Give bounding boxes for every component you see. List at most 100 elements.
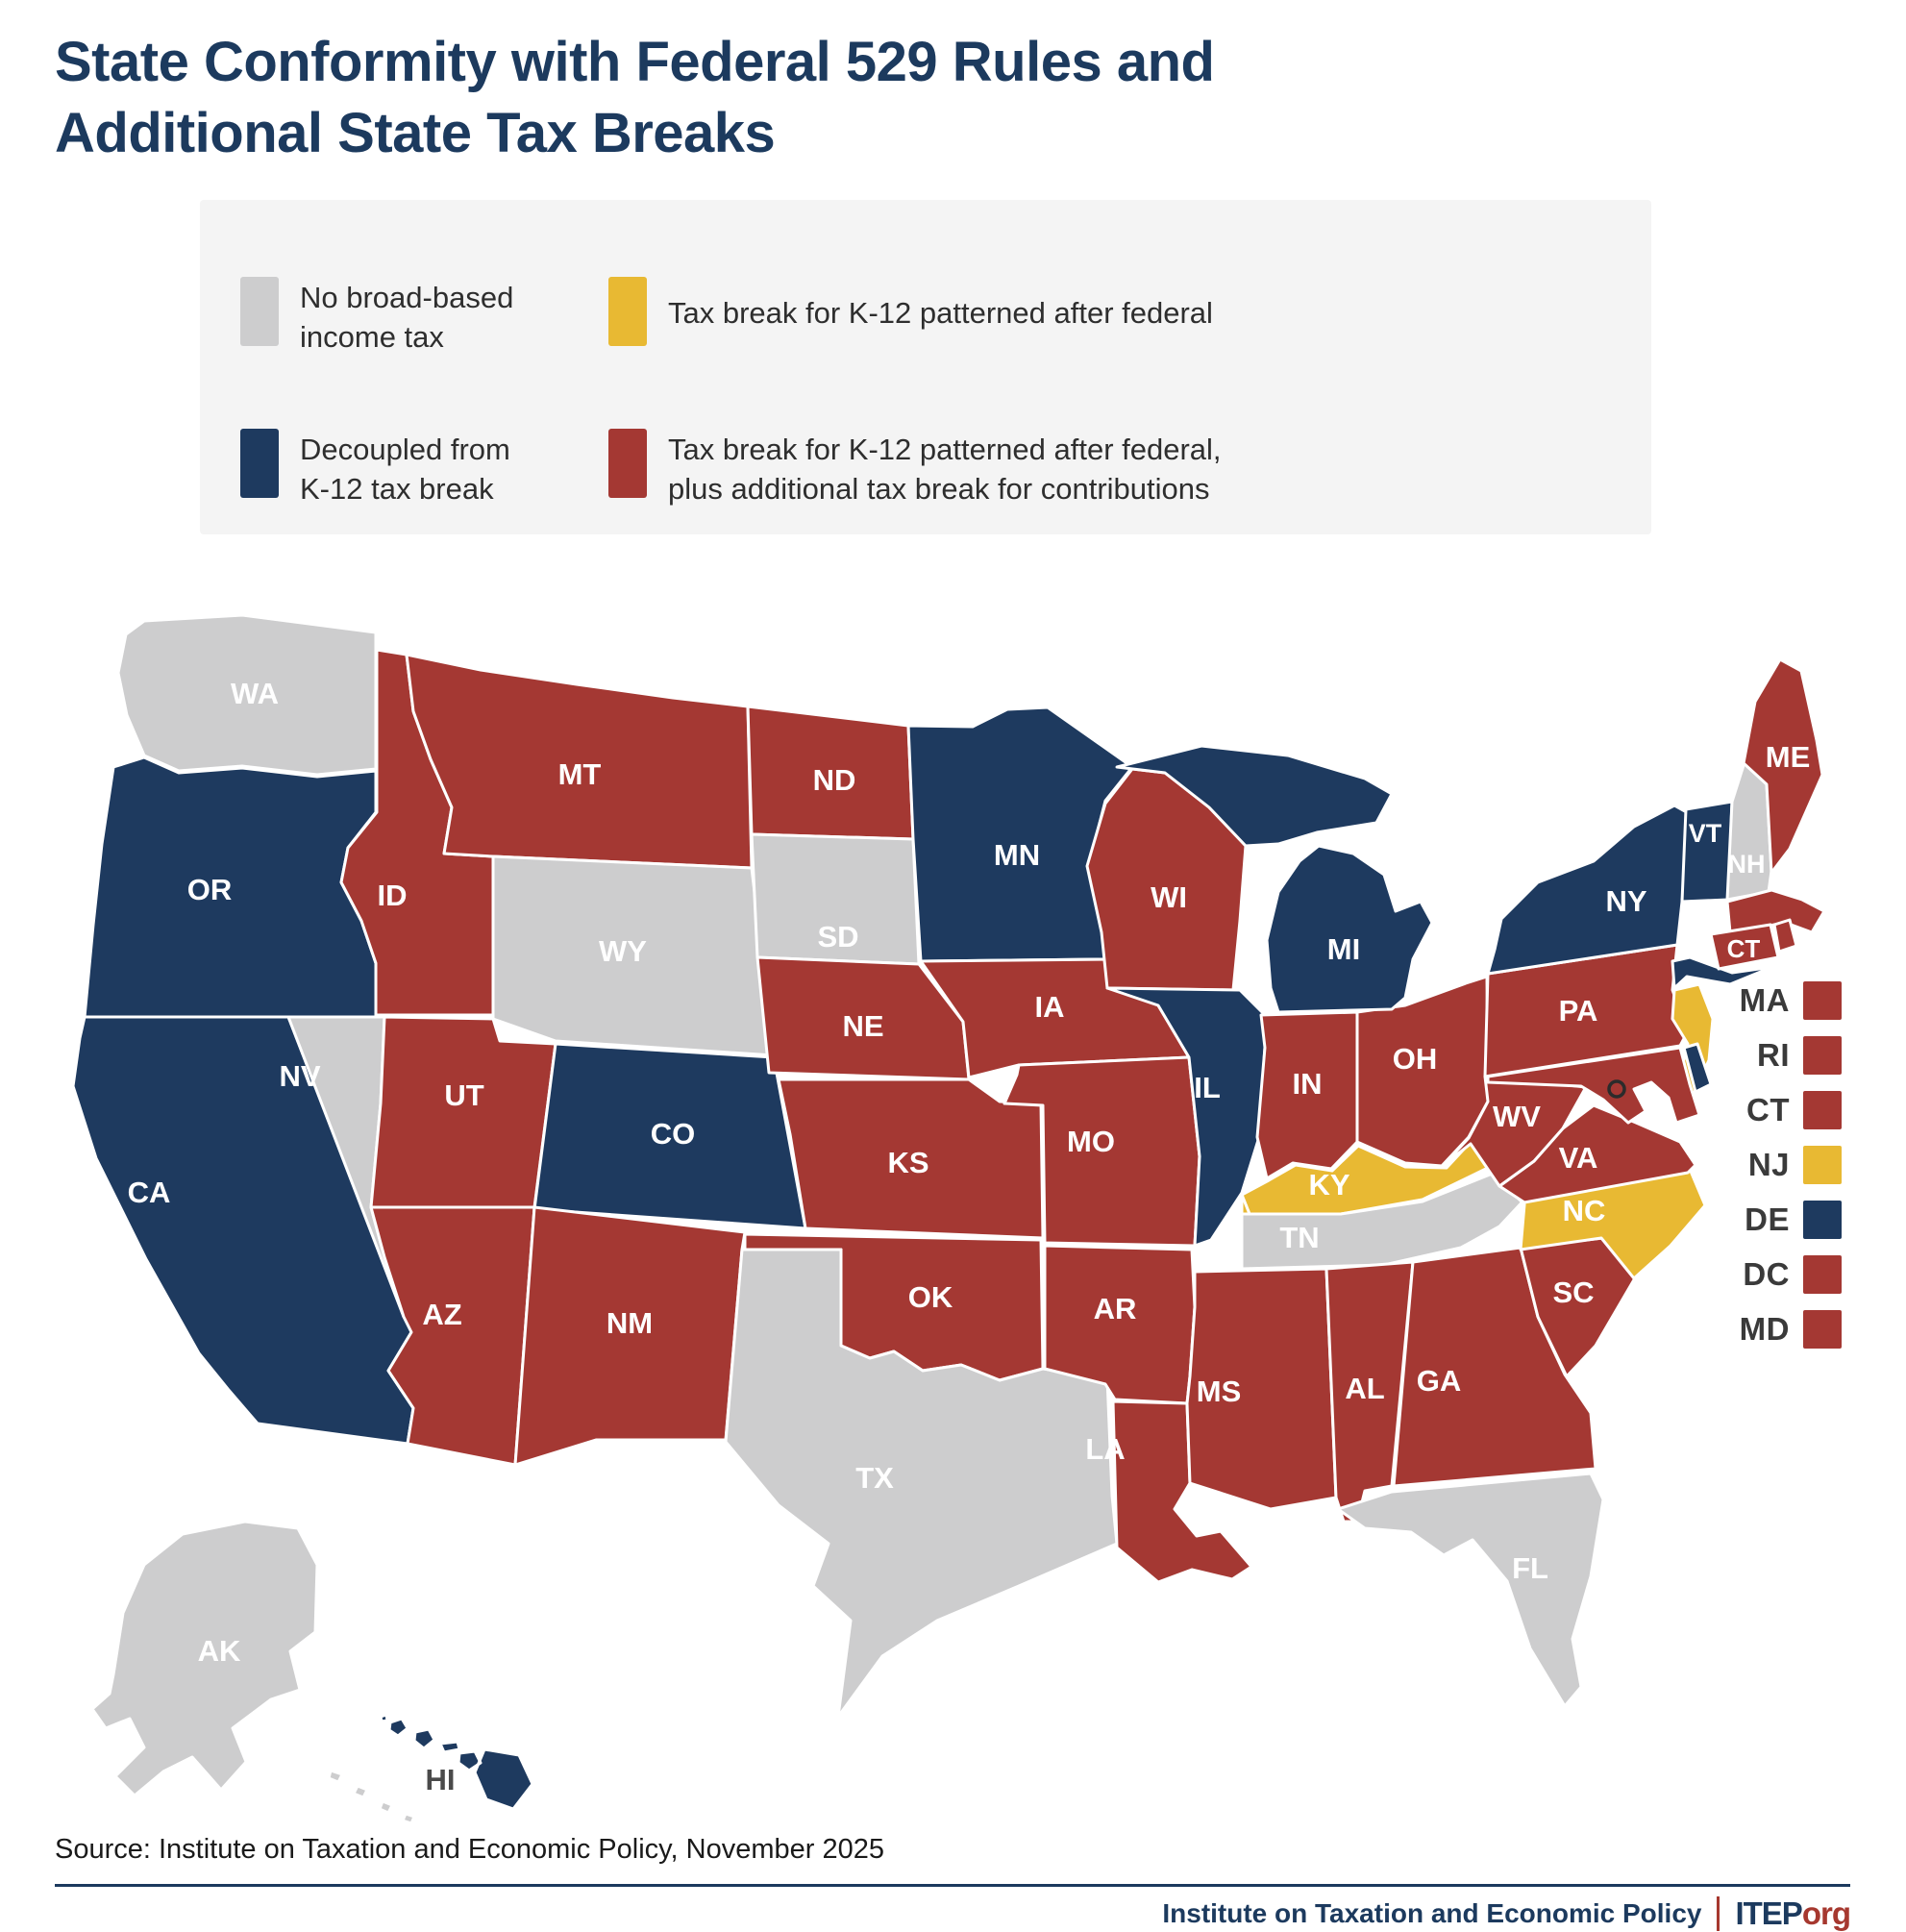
state-label-ms: MS bbox=[1197, 1375, 1242, 1408]
footer-brand-link[interactable]: ITEP bbox=[1735, 1895, 1802, 1931]
small-state-row-ri: RI bbox=[1672, 1035, 1842, 1076]
state-me bbox=[1742, 657, 1824, 875]
state-label-nm: NM bbox=[606, 1306, 653, 1340]
small-state-abbr: RI bbox=[1757, 1037, 1790, 1073]
small-state-swatch bbox=[1803, 1036, 1842, 1075]
state-label-oh: OH bbox=[1393, 1042, 1438, 1076]
small-state-abbr: DC bbox=[1743, 1256, 1790, 1292]
state-label-me: ME bbox=[1766, 740, 1811, 774]
state-label-ak: AK bbox=[198, 1634, 241, 1668]
small-state-row-de: DE bbox=[1672, 1200, 1842, 1240]
small-state-row-md: MD bbox=[1672, 1309, 1842, 1350]
state-wv bbox=[1442, 1075, 1588, 1188]
legend-item-decoupled: Decoupled from K-12 tax break bbox=[240, 429, 510, 509]
footer-brand-suffix[interactable]: org bbox=[1801, 1895, 1851, 1931]
state-ak bbox=[90, 1520, 416, 1825]
footer-separator bbox=[1717, 1896, 1720, 1931]
state-tn bbox=[1240, 1167, 1528, 1271]
state-label-al: AL bbox=[1345, 1372, 1384, 1405]
state-de bbox=[1682, 1042, 1713, 1094]
state-label-ut: UT bbox=[444, 1078, 483, 1112]
state-md bbox=[1486, 1046, 1701, 1125]
state-label-ct: CT bbox=[1727, 934, 1761, 963]
state-label-ny: NY bbox=[1605, 884, 1646, 918]
legend-label: income tax bbox=[300, 319, 444, 354]
small-state-swatch bbox=[1803, 1146, 1842, 1184]
state-label-mt: MT bbox=[558, 757, 602, 791]
state-label-va: VA bbox=[1559, 1141, 1598, 1175]
state-label-vt: VT bbox=[1689, 819, 1722, 848]
state-label-id: ID bbox=[378, 879, 408, 912]
state-label-or: OR bbox=[187, 873, 233, 906]
page-title-line1: State Conformity with Federal 529 Rules … bbox=[55, 31, 1215, 93]
page-title: State Conformity with Federal 529 Rules … bbox=[55, 27, 1746, 168]
state-label-tn: TN bbox=[1279, 1221, 1319, 1254]
legend-label: K-12 tax break bbox=[300, 471, 494, 506]
small-state-row-ma: MA bbox=[1672, 980, 1842, 1021]
legend-label: Decoupled from bbox=[300, 433, 510, 466]
small-state-abbr: CT bbox=[1746, 1092, 1790, 1127]
legend-label: plus additional tax break for contributi… bbox=[668, 471, 1210, 506]
state-label-nc: NC bbox=[1563, 1194, 1606, 1227]
legend-item-k12-federal: Tax break for K-12 patterned after feder… bbox=[608, 277, 1213, 346]
state-label-wa: WA bbox=[231, 677, 279, 710]
state-wy bbox=[491, 855, 776, 1057]
small-state-swatch bbox=[1803, 1255, 1842, 1294]
legend: No broad-based income tax Tax break for … bbox=[200, 200, 1651, 534]
state-ri bbox=[1772, 918, 1798, 954]
footer: Institute on Taxation and Economic Polic… bbox=[1162, 1895, 1851, 1932]
small-state-abbr: DE bbox=[1745, 1201, 1790, 1237]
state-label-ky: KY bbox=[1308, 1168, 1349, 1201]
legend-item-k12-federal-plus: Tax break for K-12 patterned after feder… bbox=[608, 429, 1222, 509]
state-label-sc: SC bbox=[1552, 1276, 1594, 1309]
state-label-az: AZ bbox=[422, 1298, 461, 1331]
legend-swatch-navy bbox=[240, 429, 279, 498]
footer-org-name: Institute on Taxation and Economic Polic… bbox=[1162, 1898, 1702, 1928]
dc-marker bbox=[1607, 1079, 1626, 1099]
state-label-ia: IA bbox=[1035, 990, 1065, 1024]
state-label-co: CO bbox=[651, 1117, 696, 1151]
state-ky2 bbox=[1240, 1193, 1251, 1216]
source-note: Source: Institute on Taxation and Econom… bbox=[55, 1834, 884, 1865]
state-label-mo: MO bbox=[1067, 1125, 1115, 1158]
state-label-sd: SD bbox=[817, 920, 858, 954]
page-title-line2: Additional State Tax Breaks bbox=[55, 101, 776, 164]
state-label-ne: NE bbox=[842, 1009, 883, 1043]
state-label-ar: AR bbox=[1094, 1292, 1137, 1325]
small-state-row-ct: CT bbox=[1672, 1090, 1842, 1130]
state-label-wy: WY bbox=[599, 934, 647, 968]
state-label-nh: NH bbox=[1728, 850, 1766, 879]
small-state-abbr: NJ bbox=[1747, 1147, 1790, 1182]
state-label-tx: TX bbox=[855, 1461, 894, 1495]
state-label-nd: ND bbox=[813, 763, 856, 797]
state-label-ok: OK bbox=[908, 1280, 953, 1314]
state-vt bbox=[1680, 800, 1734, 904]
state-label-fl: FL bbox=[1512, 1551, 1548, 1585]
state-wa bbox=[116, 613, 378, 777]
state-tx bbox=[724, 1248, 1119, 1719]
state-label-wi: WI bbox=[1151, 880, 1187, 914]
legend-swatch-yellow bbox=[608, 277, 647, 346]
state-ut bbox=[369, 1015, 557, 1209]
state-label-mn: MN bbox=[994, 838, 1040, 872]
legend-label: Tax break for K-12 patterned after feder… bbox=[668, 296, 1213, 330]
state-label-hi: HI bbox=[426, 1763, 456, 1796]
small-state-swatch bbox=[1803, 1091, 1842, 1129]
state-label-la: LA bbox=[1085, 1432, 1125, 1466]
small-state-abbr: MA bbox=[1739, 982, 1790, 1018]
small-state-row-dc: DC bbox=[1672, 1254, 1842, 1295]
legend-label: Tax break for K-12 patterned after feder… bbox=[668, 433, 1222, 466]
state-label-ga: GA bbox=[1417, 1364, 1462, 1398]
state-ks bbox=[777, 1077, 1045, 1240]
state-label-in: IN bbox=[1293, 1067, 1323, 1101]
legend-swatch-red bbox=[608, 429, 647, 498]
state-mi bbox=[1115, 744, 1434, 1014]
state-label-wv: WV bbox=[1493, 1100, 1541, 1133]
state-hi bbox=[379, 1713, 534, 1811]
state-label-il: IL bbox=[1194, 1071, 1221, 1104]
small-state-row-nj: NJ bbox=[1672, 1145, 1842, 1185]
state-il bbox=[1105, 986, 1269, 1248]
footer-divider bbox=[55, 1884, 1850, 1887]
small-state-swatch bbox=[1803, 1310, 1842, 1349]
